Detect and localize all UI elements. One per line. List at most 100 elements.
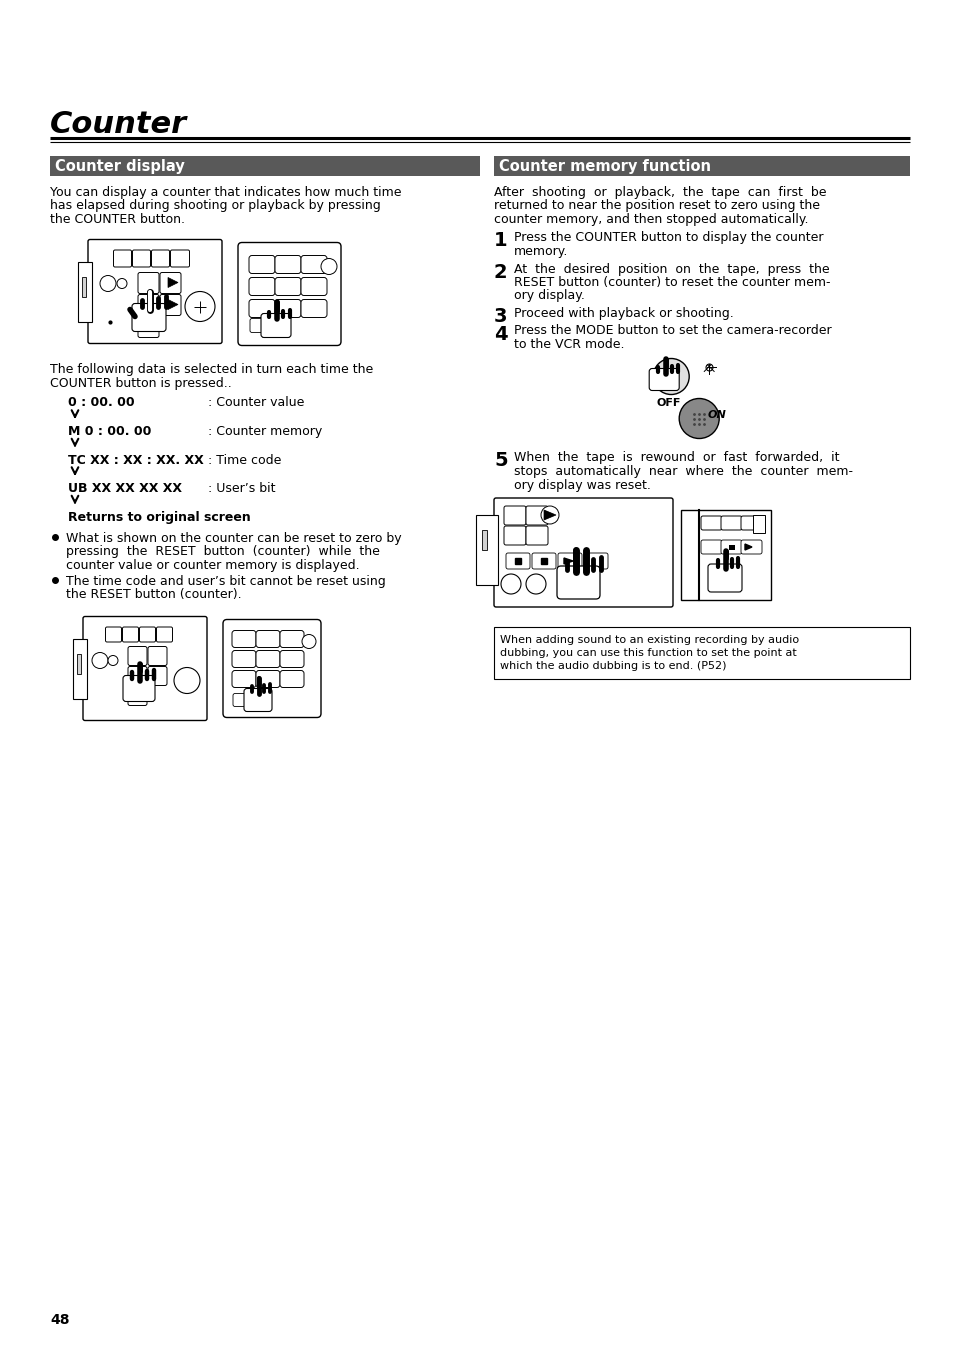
Circle shape (679, 399, 719, 438)
FancyBboxPatch shape (138, 294, 159, 315)
FancyBboxPatch shape (301, 278, 327, 295)
Text: After  shooting  or  playback,  the  tape  can  first  be: After shooting or playback, the tape can… (494, 186, 825, 200)
FancyBboxPatch shape (280, 670, 304, 687)
Text: 5: 5 (494, 452, 507, 470)
Text: M 0 : 00. 00: M 0 : 00. 00 (68, 425, 152, 438)
FancyBboxPatch shape (700, 516, 721, 530)
FancyBboxPatch shape (123, 675, 154, 701)
FancyBboxPatch shape (138, 317, 159, 337)
Text: returned to near the position reset to zero using the: returned to near the position reset to z… (494, 200, 820, 213)
Text: 48: 48 (50, 1313, 70, 1326)
Text: : Counter memory: : Counter memory (208, 425, 322, 438)
FancyBboxPatch shape (301, 256, 327, 274)
FancyBboxPatch shape (152, 249, 170, 267)
FancyBboxPatch shape (132, 303, 166, 332)
FancyBboxPatch shape (494, 497, 672, 607)
FancyBboxPatch shape (232, 670, 255, 687)
FancyBboxPatch shape (249, 299, 274, 318)
FancyBboxPatch shape (503, 526, 525, 545)
Text: the COUNTER button.: the COUNTER button. (50, 213, 185, 226)
FancyBboxPatch shape (274, 299, 301, 318)
FancyBboxPatch shape (237, 243, 340, 345)
Text: When  the  tape  is  rewound  or  fast  forwarded,  it: When the tape is rewound or fast forward… (514, 452, 839, 465)
FancyBboxPatch shape (128, 666, 147, 686)
Text: : Time code: : Time code (208, 453, 281, 466)
Text: stops  automatically  near  where  the  counter  mem-: stops automatically near where the count… (514, 465, 852, 479)
FancyBboxPatch shape (244, 689, 272, 712)
Text: When adding sound to an existing recording by audio: When adding sound to an existing recordi… (499, 635, 799, 644)
FancyBboxPatch shape (720, 516, 741, 530)
Text: 2: 2 (494, 263, 507, 282)
Bar (73, 639, 87, 698)
Text: Counter memory function: Counter memory function (498, 159, 710, 174)
Bar (78, 262, 91, 322)
Text: 0 : 00. 00: 0 : 00. 00 (68, 396, 134, 410)
FancyBboxPatch shape (503, 506, 525, 524)
FancyBboxPatch shape (707, 563, 741, 592)
FancyBboxPatch shape (649, 368, 679, 391)
Polygon shape (168, 278, 178, 287)
FancyBboxPatch shape (700, 541, 721, 554)
FancyBboxPatch shape (505, 553, 530, 569)
FancyBboxPatch shape (232, 651, 255, 667)
FancyBboxPatch shape (148, 666, 167, 686)
Circle shape (653, 359, 688, 395)
Text: UB XX XX XX XX: UB XX XX XX XX (68, 483, 182, 495)
Polygon shape (563, 558, 573, 563)
FancyBboxPatch shape (680, 510, 770, 600)
FancyBboxPatch shape (261, 314, 291, 337)
FancyBboxPatch shape (171, 249, 190, 267)
Text: memory.: memory. (514, 245, 568, 257)
FancyBboxPatch shape (160, 294, 181, 315)
FancyBboxPatch shape (274, 278, 301, 295)
FancyBboxPatch shape (525, 506, 547, 524)
Text: Counter display: Counter display (55, 159, 185, 174)
FancyBboxPatch shape (156, 627, 172, 642)
Text: Counter: Counter (50, 111, 187, 139)
Polygon shape (168, 299, 178, 310)
Bar (481, 530, 486, 550)
FancyBboxPatch shape (139, 627, 155, 642)
FancyBboxPatch shape (148, 647, 167, 666)
Text: TC XX : XX : XX. XX: TC XX : XX : XX. XX (68, 453, 204, 466)
Text: which the audio dubbing is to end. (P52): which the audio dubbing is to end. (P52) (499, 661, 726, 671)
FancyBboxPatch shape (249, 278, 274, 295)
Circle shape (320, 259, 336, 275)
FancyBboxPatch shape (249, 256, 274, 274)
FancyBboxPatch shape (88, 240, 222, 344)
Text: dubbing, you can use this function to set the point at: dubbing, you can use this function to se… (499, 648, 796, 658)
Text: OFF: OFF (656, 398, 679, 407)
Text: 3: 3 (494, 307, 507, 326)
FancyBboxPatch shape (274, 256, 301, 274)
Text: Proceed with playback or shooting.: Proceed with playback or shooting. (514, 307, 733, 319)
FancyBboxPatch shape (138, 272, 159, 294)
FancyBboxPatch shape (255, 670, 280, 687)
Text: has elapsed during shooting or playback by pressing: has elapsed during shooting or playback … (50, 200, 380, 213)
FancyBboxPatch shape (160, 272, 181, 294)
Text: ON: ON (706, 411, 725, 421)
Text: pressing  the  RESET  button  (counter)  while  the: pressing the RESET button (counter) whil… (66, 546, 379, 558)
FancyBboxPatch shape (557, 566, 599, 599)
Text: : User’s bit: : User’s bit (208, 483, 275, 495)
Circle shape (117, 279, 127, 288)
FancyBboxPatch shape (113, 249, 132, 267)
Polygon shape (544, 511, 554, 519)
Bar (752, 515, 764, 532)
Circle shape (302, 635, 315, 648)
FancyBboxPatch shape (223, 620, 320, 717)
FancyBboxPatch shape (255, 651, 280, 667)
Text: Press the COUNTER button to display the counter: Press the COUNTER button to display the … (514, 232, 822, 244)
Polygon shape (744, 545, 751, 550)
FancyBboxPatch shape (128, 686, 147, 705)
Text: 4: 4 (494, 325, 507, 344)
Text: The time code and user’s bit cannot be reset using: The time code and user’s bit cannot be r… (66, 574, 385, 588)
Text: counter memory, and then stopped automatically.: counter memory, and then stopped automat… (494, 213, 807, 226)
FancyBboxPatch shape (233, 693, 267, 706)
FancyBboxPatch shape (558, 553, 581, 569)
Bar (77, 654, 81, 674)
Text: ory display was reset.: ory display was reset. (514, 479, 650, 492)
FancyBboxPatch shape (106, 627, 121, 642)
Circle shape (100, 275, 116, 291)
Circle shape (91, 652, 108, 669)
Bar (494, 627, 909, 679)
